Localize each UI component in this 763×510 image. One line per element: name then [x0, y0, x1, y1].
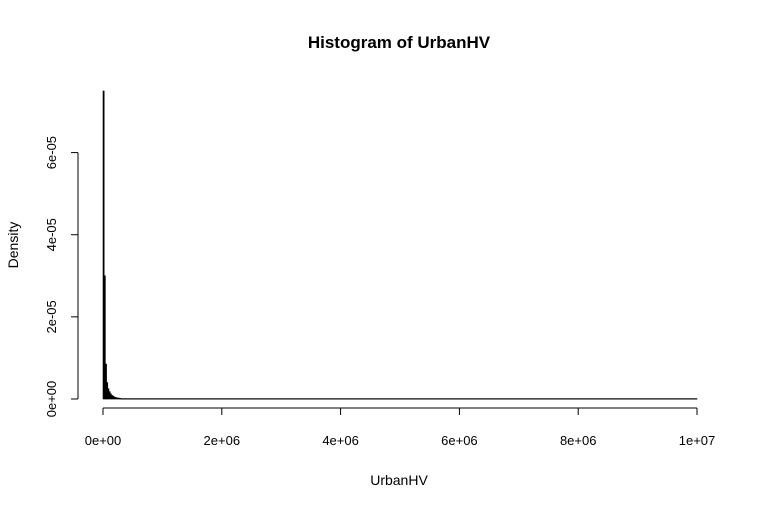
histogram-bar [105, 363, 107, 400]
y-tick-label: 0e+00 [44, 381, 59, 418]
y-tick-label: 2e-05 [44, 300, 59, 333]
histogram-bars [102, 90, 698, 400]
histogram-bar [120, 398, 698, 400]
chart-title: Histogram of UrbanHV [308, 33, 491, 52]
y-tick-label: 6e-05 [44, 136, 59, 169]
y-axis-label: Density [5, 222, 21, 269]
x-tick-label: 2e+06 [204, 433, 241, 448]
x-tick-label: 1e+07 [679, 433, 716, 448]
x-tick-label: 8e+06 [560, 433, 597, 448]
x-tick-label: 0e+00 [85, 433, 122, 448]
x-tick-label: 4e+06 [322, 433, 359, 448]
y-axis: 0e+00 2e-05 4e-05 6e-05 [44, 136, 79, 418]
histogram-bar [103, 275, 106, 400]
x-axis-label: UrbanHV [370, 472, 428, 488]
y-tick-label: 4e-05 [44, 218, 59, 251]
x-tick-label: 6e+06 [441, 433, 478, 448]
histogram-bar [102, 90, 105, 400]
x-axis: 0e+00 2e+06 4e+06 6e+06 8e+06 1e+07 [85, 407, 716, 448]
